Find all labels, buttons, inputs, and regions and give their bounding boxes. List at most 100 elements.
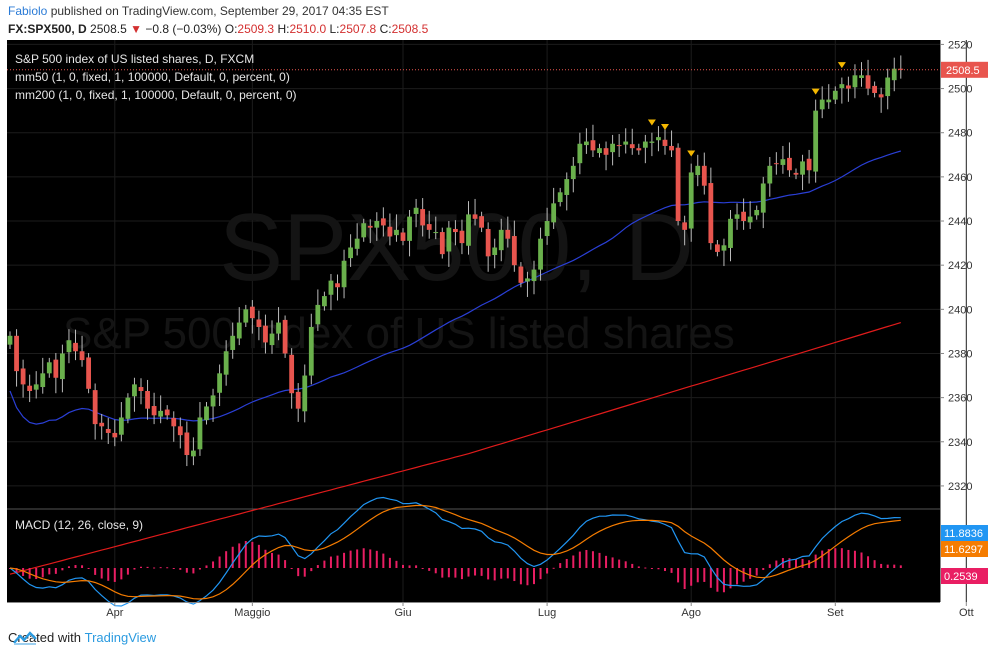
candle-body — [570, 165, 576, 180]
candle-body — [295, 391, 301, 409]
signal-marker — [837, 62, 846, 69]
macd-hist-bar — [81, 565, 84, 568]
macd-hist-bar — [349, 550, 352, 568]
candle-body — [92, 390, 98, 425]
macd-hist-bar — [107, 568, 110, 581]
macd-hist-bar — [716, 568, 719, 592]
macd-hist-bar — [67, 566, 70, 568]
macd-hist-bar — [899, 565, 902, 568]
price-tick-label: 2400 — [948, 304, 972, 316]
signal-value-label: 11.6297 — [944, 544, 983, 556]
tradingview-link[interactable]: TradingView — [84, 630, 157, 645]
macd-hist-bar — [192, 568, 195, 574]
candle-body — [584, 141, 589, 146]
macd-hist-bar — [140, 566, 142, 568]
macd-hist-bar — [474, 568, 477, 576]
candle-body — [898, 68, 904, 70]
candle-body — [33, 384, 39, 390]
macd-hist-bar — [447, 568, 450, 578]
low-label: L: — [329, 22, 340, 36]
macd-hist-bar — [251, 541, 254, 568]
macd-hist-bar — [415, 565, 418, 568]
macd-hist-bar — [35, 568, 38, 580]
candle-body — [46, 362, 52, 374]
candle-body — [14, 335, 19, 372]
macd-hist-bar — [533, 568, 535, 585]
macd-hist-bar — [244, 540, 247, 568]
macd-hist-bar — [238, 543, 241, 568]
ma200-line — [9, 322, 901, 575]
macd-hist-bar — [487, 568, 490, 580]
candle-body — [197, 417, 203, 450]
author-link[interactable]: Fabiolo — [8, 4, 48, 18]
macd-hist-bar — [310, 568, 313, 572]
macd-hist-bar — [74, 565, 77, 568]
legend-ma200: mm200 (1, 0, fixed, 1, 100000, Default, … — [15, 88, 297, 102]
candle-body — [846, 85, 851, 89]
macd-hist-bar — [41, 568, 44, 578]
macd-hist-bar — [264, 549, 267, 568]
macd-value-label: 11.8836 — [944, 528, 983, 540]
candle-body — [518, 266, 524, 283]
candle-body — [590, 140, 596, 151]
candle-body — [760, 183, 766, 213]
candle-body — [616, 145, 622, 147]
macd-hist-bar — [185, 568, 188, 573]
candle-body — [191, 450, 196, 457]
candle-body — [531, 269, 537, 282]
macd-hist-bar — [880, 563, 883, 568]
candle-body — [118, 417, 124, 435]
candle-body — [394, 229, 399, 236]
candle-body — [754, 209, 760, 216]
macd-line — [9, 496, 901, 607]
macd-hist-bar — [598, 552, 601, 568]
macd-value-badge — [941, 525, 988, 541]
macd-hist-bar — [670, 568, 673, 573]
candle-body — [446, 227, 452, 252]
candle-body — [125, 397, 131, 419]
candle-body — [669, 145, 674, 151]
candle-body — [852, 75, 858, 88]
macd-hist-bar — [15, 568, 18, 573]
candle-body — [335, 283, 340, 288]
macd-hist-bar — [87, 568, 90, 569]
candle-body — [105, 428, 111, 433]
candle-body — [551, 203, 557, 223]
macd-hist-bar — [853, 550, 856, 568]
signal-value-badge — [941, 541, 988, 557]
candle-body — [878, 94, 884, 98]
candle-body — [865, 75, 871, 89]
candle-body — [420, 209, 426, 226]
macd-hist-bar — [388, 557, 391, 568]
chart-area[interactable]: SPX500, D S&P 500 index of US listed shar… — [7, 39, 988, 619]
macd-hist-bar — [120, 568, 123, 580]
macd-hist-bar — [500, 568, 503, 579]
month-label: Lug — [538, 607, 556, 619]
candle-body — [145, 391, 150, 409]
candle-body — [819, 99, 825, 110]
macd-hist-bar — [546, 568, 549, 574]
candle-body — [459, 230, 465, 244]
candle-body — [649, 141, 655, 143]
candle-body — [787, 157, 792, 171]
macd-hist-bar — [893, 564, 896, 568]
ohlc-line: FX:SPX500, D 2508.5 ▼ −0.8 (−0.03%) O:25… — [8, 22, 428, 36]
macd-hist-bar — [618, 559, 621, 568]
candle-body — [223, 351, 229, 375]
macd-hist-bar — [840, 548, 843, 568]
macd-hist-bar — [611, 557, 614, 568]
candle-body — [73, 342, 78, 352]
chart-svg[interactable]: SPX500, D S&P 500 index of US listed shar… — [7, 39, 1002, 620]
candle-body — [492, 247, 498, 256]
macd-hist-bar — [827, 549, 830, 568]
candle-body — [662, 139, 668, 146]
candle-body — [328, 280, 334, 295]
candle-body — [656, 137, 661, 141]
macd-hist-bar — [637, 566, 640, 568]
last-price: 2508.5 — [90, 22, 127, 36]
macd-hist-bar — [159, 567, 162, 569]
legend-title: S&P 500 index of US listed shares, D, FX… — [15, 52, 255, 66]
candles-group — [7, 55, 904, 467]
macd-hist-bar — [408, 565, 411, 568]
macd-hist-bar — [48, 568, 51, 575]
